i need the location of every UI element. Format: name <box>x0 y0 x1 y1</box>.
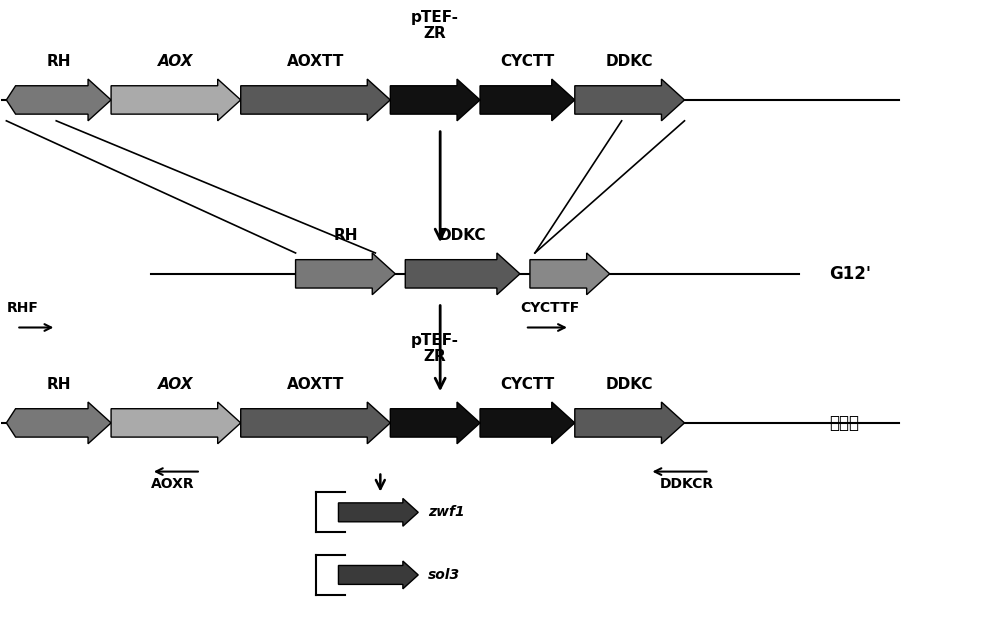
Text: pTEF-
ZR: pTEF- ZR <box>411 10 459 41</box>
Polygon shape <box>6 402 111 444</box>
Text: AOXTT: AOXTT <box>287 377 344 392</box>
Text: DDKC: DDKC <box>439 228 486 243</box>
Text: pTEF-
ZR: pTEF- ZR <box>411 333 459 364</box>
Polygon shape <box>575 402 684 444</box>
Polygon shape <box>111 402 241 444</box>
Polygon shape <box>296 253 395 295</box>
Text: AOX: AOX <box>158 377 194 392</box>
Text: DDKC: DDKC <box>606 377 653 392</box>
Text: AOX: AOX <box>158 54 194 69</box>
Text: sol3: sol3 <box>428 568 460 582</box>
Polygon shape <box>480 402 575 444</box>
Text: AOXTT: AOXTT <box>287 54 344 69</box>
Text: RH: RH <box>333 228 358 243</box>
Text: 重组菌: 重组菌 <box>829 414 859 432</box>
Polygon shape <box>6 79 111 121</box>
Text: RHF: RHF <box>6 301 38 315</box>
Text: G12': G12' <box>829 265 871 283</box>
Polygon shape <box>530 253 610 295</box>
Polygon shape <box>405 253 520 295</box>
Polygon shape <box>390 402 480 444</box>
Text: RH: RH <box>46 377 71 392</box>
Text: DDKCR: DDKCR <box>660 477 714 490</box>
Text: DDKC: DDKC <box>606 54 653 69</box>
Text: RH: RH <box>46 54 71 69</box>
Polygon shape <box>338 499 418 526</box>
Text: zwf1: zwf1 <box>428 506 465 519</box>
Text: CYCTT: CYCTT <box>500 377 555 392</box>
Polygon shape <box>338 561 418 589</box>
Text: CYCTT: CYCTT <box>500 54 555 69</box>
Polygon shape <box>390 79 480 121</box>
Polygon shape <box>480 79 575 121</box>
Polygon shape <box>575 79 684 121</box>
Polygon shape <box>111 79 241 121</box>
Text: CYCTTF: CYCTTF <box>520 301 579 315</box>
Polygon shape <box>241 79 390 121</box>
Text: AOXR: AOXR <box>151 477 195 490</box>
Polygon shape <box>241 402 390 444</box>
